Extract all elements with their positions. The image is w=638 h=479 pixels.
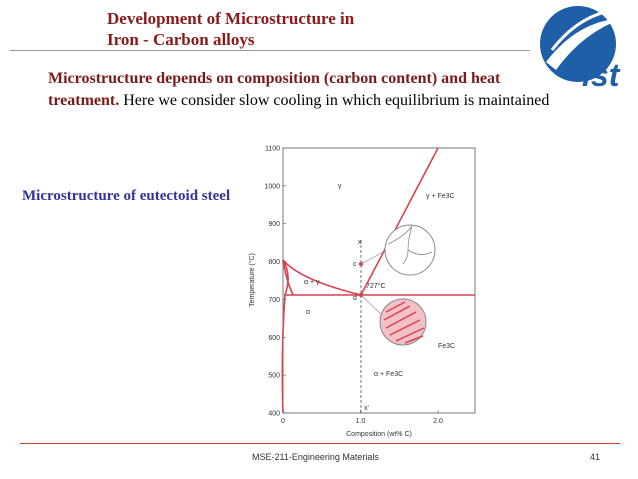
y-tick-label: 500 — [268, 373, 280, 380]
x-tick-label: 0 — [281, 418, 285, 425]
point-label: d — [353, 295, 357, 302]
slide-title: Development of Microstructure in Iron - … — [107, 8, 354, 50]
intro-bold: Microstructure depends on composition (c… — [48, 70, 501, 109]
point-label: x — [358, 239, 362, 246]
y-tick-label: 400 — [268, 411, 280, 418]
footer-course: MSE-211-Engineering Materials — [252, 452, 379, 462]
y-tick-label: 1100 — [265, 146, 280, 153]
x-axis-label: Composition (wt% C) — [346, 431, 412, 438]
side-label: Microstructure of eutectoid steel — [22, 188, 231, 204]
phase-diagram: 400 500 600 700 800 900 1000 1100 0 1.0 2.0 Tempe… — [248, 146, 476, 438]
region-label: Fe3C — [438, 343, 455, 350]
y-tick-label: 800 — [268, 259, 280, 266]
x-tick-label: 2.0 — [433, 418, 443, 425]
footer-rule — [20, 443, 620, 444]
y-tick-label: 600 — [268, 335, 280, 342]
x-tick-label: 1.0 — [356, 418, 366, 425]
region-label: 727°C — [366, 282, 386, 290]
y-axis-label: Temperature (°C) — [248, 253, 256, 307]
region-label: γ + Fe3C — [426, 193, 455, 200]
region-label: γ — [338, 183, 342, 190]
y-tick-label: 700 — [268, 297, 280, 304]
y-tick-label: 1000 — [264, 183, 280, 190]
point-label: x' — [364, 405, 369, 412]
footer-page: 41 — [590, 452, 601, 462]
title-rule — [10, 50, 530, 51]
region-label: α + Fe3C — [374, 371, 403, 378]
logo-text: ist — [582, 57, 621, 93]
region-label: α + γ — [304, 279, 320, 286]
y-tick-label: 900 — [268, 221, 280, 228]
logo: ist — [540, 6, 624, 93]
title-line: Development of Microstructure in — [107, 9, 355, 28]
point-label: c — [353, 261, 357, 268]
intro: Microstructure depends on composition (c… — [48, 68, 568, 112]
region-label: α — [306, 309, 310, 316]
intro-text: Here we consider slow cooling in which e… — [119, 92, 550, 109]
title-line: Iron - Carbon alloys — [107, 30, 255, 49]
